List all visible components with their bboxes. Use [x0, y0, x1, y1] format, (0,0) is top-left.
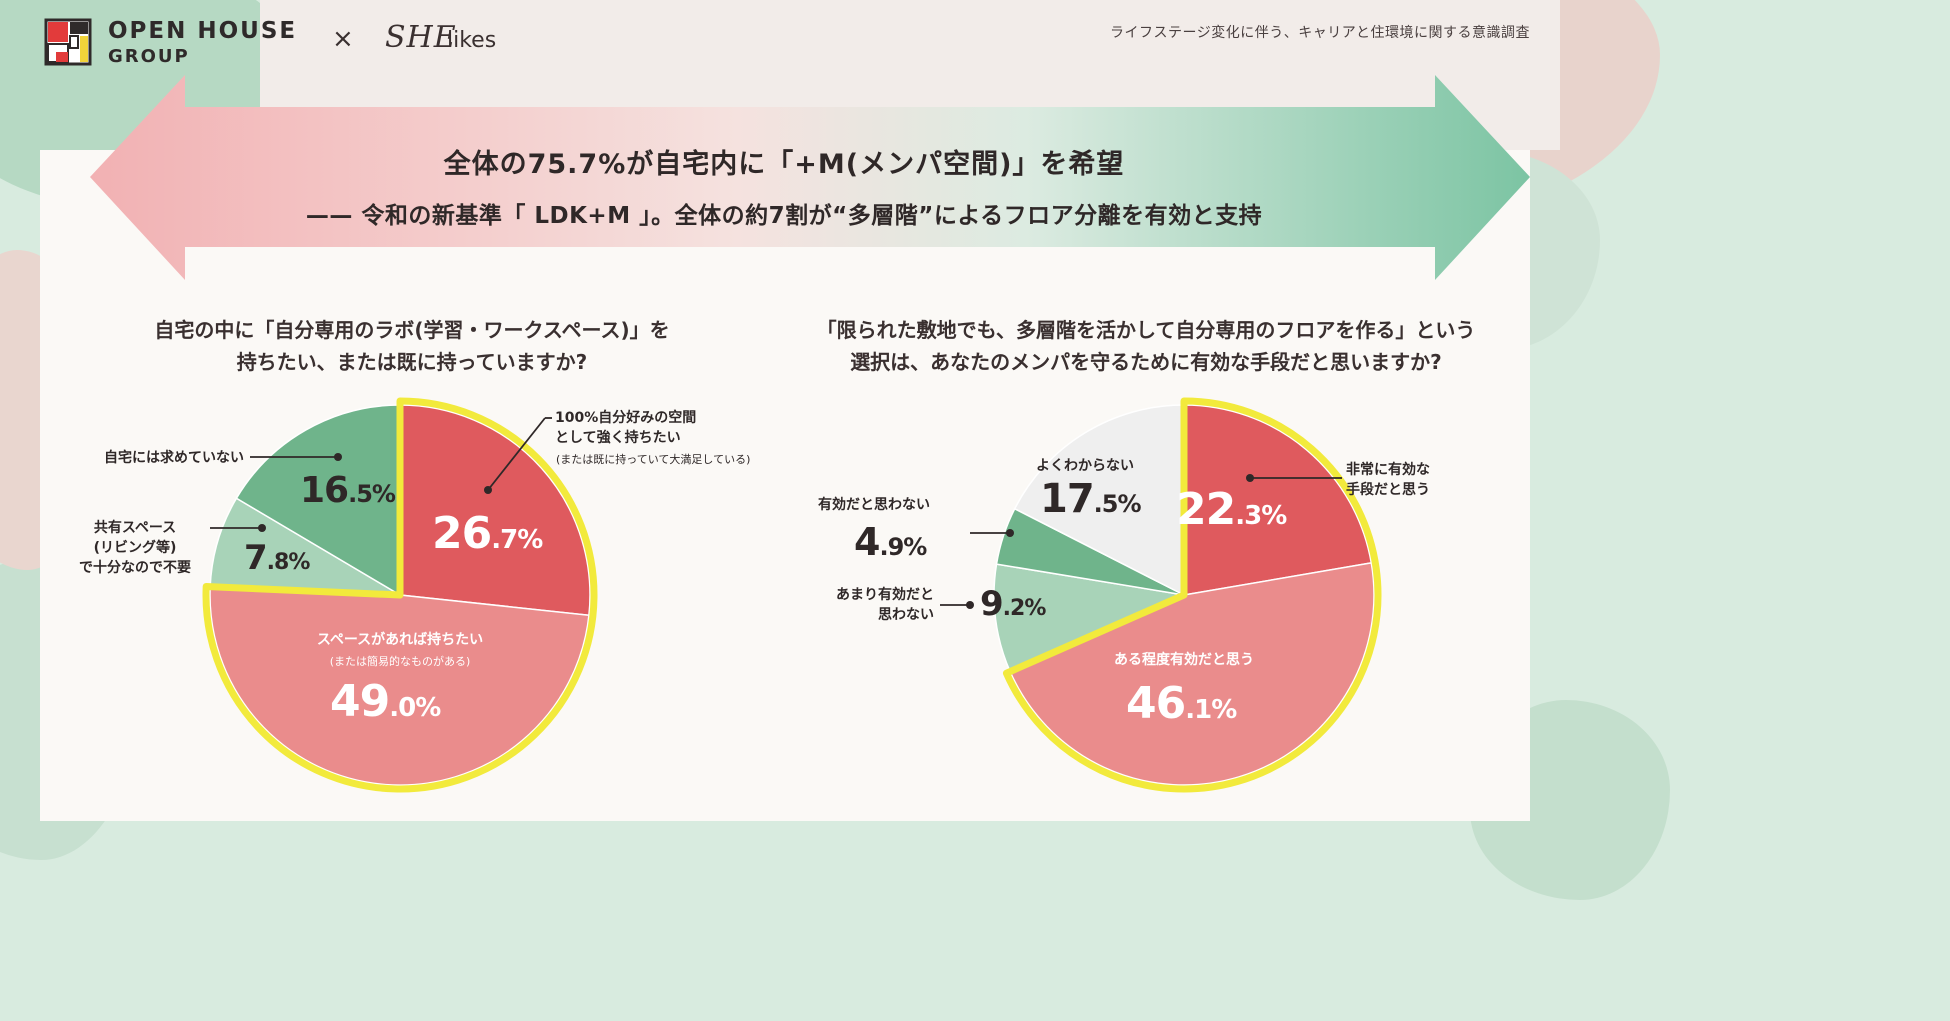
double-arrow-banner — [90, 75, 1530, 280]
slice-value-if-space: 49.0% — [330, 676, 441, 727]
slice-label-somewhat-effective: ある程度有効だと思う — [1114, 652, 1254, 668]
slice-value-not-effective: 4.9% — [854, 520, 927, 564]
value-integer: 4 — [854, 520, 880, 564]
slice-value-not-very-effective: 9.2% — [980, 584, 1047, 624]
value-integer: 46 — [1126, 678, 1186, 729]
value-decimal: .3% — [1235, 501, 1287, 531]
subheadline: —— 令和の新基準「 LDK+M 」。全体の約7割が“多層階”によるフロア分離を… — [305, 203, 1263, 229]
pie-chart-1-svg — [202, 397, 598, 793]
headline: 全体の75.7%が自宅内に「+M(メンパ空間)」を希望 — [443, 149, 1125, 180]
slice-label-unsure: よくわからない — [1036, 458, 1134, 474]
value-integer: 49 — [330, 676, 390, 727]
slice-value-very-effective: 22.3% — [1176, 484, 1287, 535]
pie-chart-2-svg — [940, 397, 1382, 793]
value-decimal: .8% — [266, 550, 311, 575]
open-house-logo-mark — [44, 18, 92, 66]
she-logo-word: likes — [447, 28, 497, 53]
slice-label-not-wanted: 自宅には求めていない — [104, 450, 244, 466]
slice-label-line: あまり有効だと — [836, 587, 934, 603]
slice-label-shared: 共有スペース (リビング等) で十分なので不要 — [60, 518, 210, 578]
slice-label-line: (リビング等) — [93, 540, 177, 556]
brand-group: GROUP — [108, 46, 190, 67]
value-decimal: .1% — [1185, 695, 1237, 725]
slice-label-if-space: スペースがあれば持ちたい — [316, 632, 484, 648]
value-decimal: .0% — [389, 693, 441, 723]
pie-slice-strongly-want — [399, 404, 591, 617]
slice-label-not-very-effective: あまり有効だと 思わない — [804, 585, 934, 625]
value-decimal: .9% — [879, 533, 927, 561]
value-integer: 16 — [300, 470, 349, 511]
pie-slice-want-if-space — [209, 585, 590, 786]
chart-1-title: 自宅の中に「自分専用のラボ(学習・ワークスペース)」を 持ちたい、または既に持っ… — [62, 314, 762, 378]
pie-chart-effectiveness: 非常に有効な 手段だと思う 22.3% ある程度有効だと思う 46.1% あまり… — [784, 380, 1544, 820]
slice-value-somewhat-effective: 46.1% — [1126, 678, 1237, 729]
brand-name: OPEN HOUSE — [108, 18, 298, 44]
pie-slice-not-very-effective — [993, 563, 1187, 673]
pie-slice-not-wanted — [235, 404, 401, 597]
slice-value-strong: 26.7% — [432, 508, 543, 559]
slice-label-line: 非常に有効な — [1346, 462, 1430, 478]
she-likes-logo: SHE likes — [385, 20, 535, 66]
pie-slice-very-effective — [1183, 404, 1373, 596]
highlight-outline — [1002, 397, 1382, 793]
pie-slice-unsure — [1013, 404, 1185, 597]
slice-note-strong: (または既に持っていて大満足している) — [556, 453, 751, 466]
she-logo-script: SHE — [385, 20, 457, 55]
slice-label-line: として強く持ちたい — [555, 430, 681, 446]
slice-label-line: 共有スペース — [93, 520, 177, 536]
chart-2-title: 「限られた敷地でも、多層階を活かして自分専用のフロアを作る」という 選択は、あな… — [796, 314, 1496, 378]
value-integer: 9 — [980, 584, 1004, 624]
slice-label-line: 100%自分好みの空間 — [555, 410, 697, 426]
value-integer: 26 — [432, 508, 492, 559]
chart-1-title-line: 自宅の中に「自分専用のラボ(学習・ワークスペース)」を — [154, 318, 670, 342]
value-integer: 7 — [244, 538, 268, 578]
value-decimal: .5% — [1093, 490, 1142, 518]
value-integer: 22 — [1176, 484, 1236, 535]
slice-label-line: で十分なので不要 — [79, 560, 191, 576]
chart-2-title-line: 「限られた敷地でも、多層階を活かして自分専用のフロアを作る」という — [816, 318, 1476, 342]
slice-label-very-effective: 非常に有効な 手段だと思う — [1346, 460, 1430, 500]
slice-label-strong: 100%自分好みの空間 として強く持ちたい — [555, 408, 696, 448]
slice-value-not-wanted: 16.5% — [300, 470, 396, 511]
slice-label-line: 手段だと思う — [1346, 482, 1430, 498]
chart-1-title-line: 持ちたい、または既に持っていますか? — [236, 350, 588, 374]
chart-2-title-line: 選択は、あなたのメンパを守るために有効な手段だと思いますか? — [850, 350, 1442, 374]
value-decimal: .2% — [1002, 596, 1047, 621]
slice-value-unsure: 17.5% — [1040, 476, 1142, 522]
value-integer: 17 — [1040, 476, 1095, 522]
pie-chart-ownership: 100%自分好みの空間 として強く持ちたい (または既に持っていて大満足している… — [0, 380, 760, 820]
slice-label-line: 思わない — [878, 607, 934, 623]
slice-value-shared: 7.8% — [244, 538, 311, 578]
highlight-outline — [202, 397, 598, 793]
value-decimal: .5% — [348, 480, 396, 508]
slice-note-if-space: (または簡易的なものがある) — [329, 655, 471, 668]
open-house-logo: OPEN HOUSE GROUP — [36, 16, 306, 72]
collaboration-cross: × — [332, 24, 354, 54]
value-decimal: .7% — [491, 525, 543, 555]
slice-label-not-effective: 有効だと思わない — [818, 497, 930, 513]
pie-slice-somewhat-effective — [1009, 562, 1375, 786]
survey-title: ライフステージ変化に伴う、キャリアと住環境に関する意識調査 — [1110, 25, 1530, 41]
